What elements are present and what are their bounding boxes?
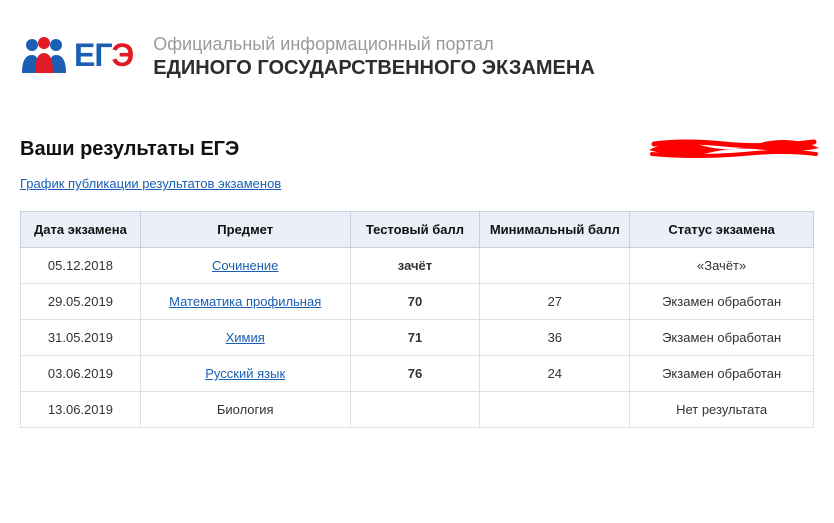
table-row: 29.05.2019 Математика профильная 7027Экзам… [21,284,814,320]
cell-date: 29.05.2019 [21,284,141,320]
cell-status: Экзамен обработан [630,320,814,356]
table-header-row: Дата экзамена Предмет Тестовый балл Мини… [21,212,814,248]
col-min: Минимальный балл [480,212,630,248]
cell-date: 13.06.2019 [21,392,141,428]
col-subject: Предмет [140,212,350,248]
cell-status: Экзамен обработан [630,356,814,392]
cell-score: зачёт [350,248,480,284]
table-row: 03.06.2019 Русский язык 7624Экзамен обрабо… [21,356,814,392]
results-title: Ваши результаты ЕГЭ [20,138,239,161]
cell-status: «Зачёт» [630,248,814,284]
subject-link[interactable]: Химия [226,330,265,345]
cell-status: Нет результата [630,392,814,428]
cell-date: 05.12.2018 [21,248,141,284]
table-row: 13.06.2019 Биология Нет результата [21,392,814,428]
cell-status: Экзамен обработан [630,284,814,320]
cell-subject: Биология [140,392,350,428]
logo: ЕГЭ [20,33,133,77]
table-row: 05.12.2018 Сочинение зачёт «Зачёт» [21,248,814,284]
col-score: Тестовый балл [350,212,480,248]
cell-score: 70 [350,284,480,320]
cell-subject: Сочинение [140,248,350,284]
cell-subject: Химия [140,320,350,356]
cell-date: 03.06.2019 [21,356,141,392]
cell-min [480,392,630,428]
portal-title: ЕДИНОГО ГОСУДАРСТВЕННОГО ЭКЗАМЕНА [153,57,595,80]
header: ЕГЭ Официальный информационный портал ЕД… [0,0,834,100]
cell-score: 71 [350,320,480,356]
table-row: 31.05.2019 Химия 7136Экзамен обработан [21,320,814,356]
people-icon [20,33,68,77]
subject-link[interactable]: Математика профильная [169,294,321,309]
results-table: Дата экзамена Предмет Тестовый балл Мини… [20,211,814,428]
cell-date: 31.05.2019 [21,320,141,356]
results-head: Ваши результаты ЕГЭ [20,138,814,161]
cell-min [480,248,630,284]
subject-link[interactable]: Русский язык [205,366,285,381]
header-titles: Официальный информационный портал ЕДИНОГ… [153,30,595,80]
subject-text: Биология [217,402,274,417]
cell-subject: Математика профильная [140,284,350,320]
cell-score: 76 [350,356,480,392]
cell-score [350,392,480,428]
col-date: Дата экзамена [21,212,141,248]
redaction-scribble-icon [644,132,824,162]
portal-subtitle: Официальный информационный портал [153,34,595,55]
cell-min: 36 [480,320,630,356]
subject-link[interactable]: Сочинение [212,258,278,273]
cell-min: 27 [480,284,630,320]
page-body: Ваши результаты ЕГЭ График публикации ре… [0,138,834,428]
col-status: Статус экзамена [630,212,814,248]
logo-text: ЕГЭ [74,37,133,74]
cell-subject: Русский язык [140,356,350,392]
schedule-link[interactable]: График публикации результатов экзаменов [20,176,281,191]
cell-min: 24 [480,356,630,392]
